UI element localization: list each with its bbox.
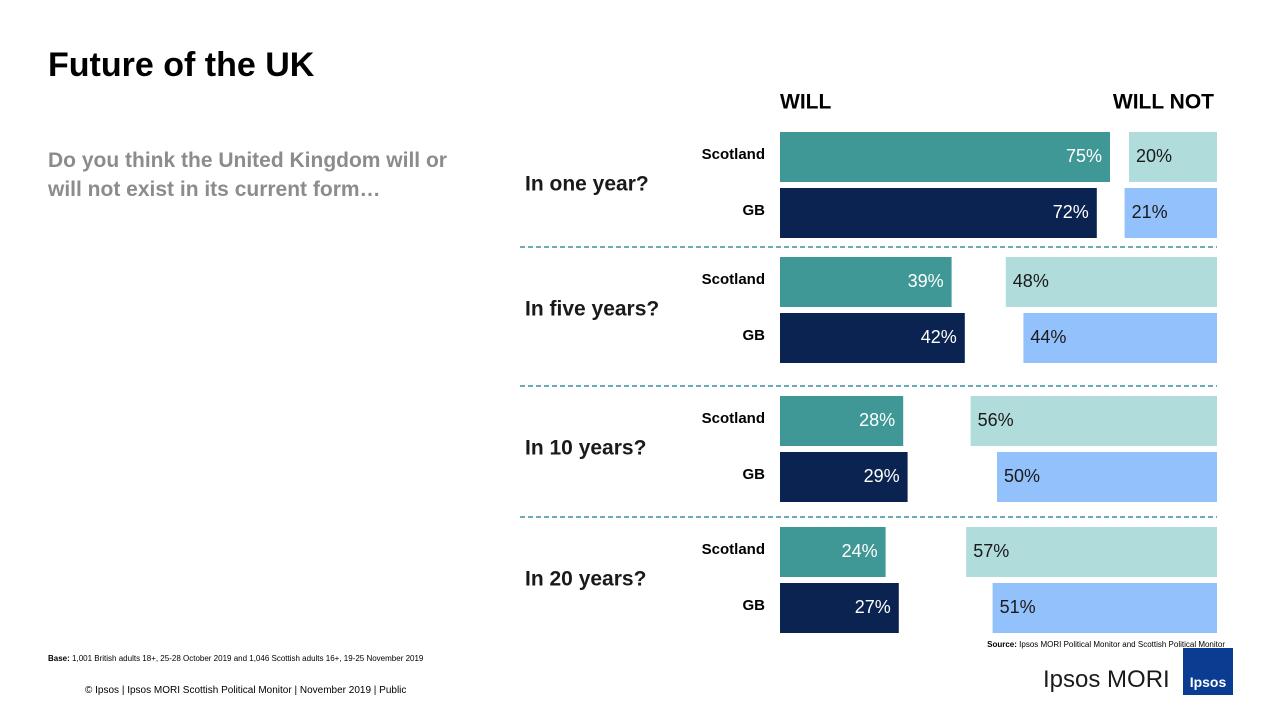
base-text: 1,001 British adults 18+, 25-28 October … bbox=[72, 654, 424, 663]
row-label: GB bbox=[743, 466, 766, 483]
will-not-bar bbox=[992, 583, 1217, 633]
series-header: WILL bbox=[780, 91, 831, 114]
row-label: GB bbox=[743, 327, 766, 344]
base-note: Base: 1,001 British adults 18+, 25-28 Oc… bbox=[48, 654, 423, 663]
group-label: In 20 years? bbox=[525, 568, 646, 591]
title: Future of the UK bbox=[48, 46, 315, 84]
value-label: 44% bbox=[1030, 327, 1066, 347]
will-bar bbox=[780, 313, 965, 363]
row-label: Scotland bbox=[702, 271, 765, 288]
will-bar bbox=[780, 527, 886, 577]
value-label: 56% bbox=[978, 410, 1014, 430]
logo-text: Ipsos bbox=[1189, 674, 1227, 690]
row-label: GB bbox=[743, 202, 766, 219]
source-text: Ipsos MORI Political Monitor and Scottis… bbox=[1019, 640, 1225, 649]
value-label: 29% bbox=[864, 466, 900, 486]
will-not-bar bbox=[1023, 313, 1217, 363]
group-label: In five years? bbox=[525, 298, 659, 321]
base-label: Base: bbox=[48, 654, 70, 663]
value-label: 48% bbox=[1013, 271, 1049, 291]
value-label: 75% bbox=[1066, 146, 1102, 166]
will-bar bbox=[780, 396, 904, 446]
value-label: 57% bbox=[973, 541, 1009, 561]
will-bar bbox=[780, 583, 899, 633]
row-label: Scotland bbox=[702, 541, 765, 558]
copyright: © Ipsos | Ipsos MORI Scottish Political … bbox=[85, 685, 407, 696]
will-not-bar bbox=[966, 527, 1217, 577]
source-label: Source: bbox=[987, 640, 1017, 649]
question: Do you think the United Kingdom will or … bbox=[48, 149, 447, 201]
will-not-bar bbox=[1005, 257, 1217, 307]
value-label: 42% bbox=[921, 327, 957, 347]
row-label: GB bbox=[743, 597, 766, 614]
value-label: 72% bbox=[1053, 202, 1089, 222]
value-label: 51% bbox=[1000, 597, 1036, 617]
value-label: 21% bbox=[1132, 202, 1168, 222]
series-header: WILL NOT bbox=[1113, 91, 1214, 114]
value-label: 20% bbox=[1136, 146, 1172, 166]
row-label: Scotland bbox=[702, 146, 765, 163]
group-label: In 10 years? bbox=[525, 437, 646, 460]
will-not-bar bbox=[1124, 188, 1217, 238]
value-label: 28% bbox=[859, 410, 895, 430]
group-label: In one year? bbox=[525, 173, 649, 196]
value-label: 27% bbox=[855, 597, 891, 617]
brand: Ipsos MORI bbox=[1043, 666, 1170, 693]
will-bar bbox=[780, 188, 1097, 238]
will-not-bar bbox=[997, 452, 1217, 502]
logo: Ipsos bbox=[1183, 648, 1233, 695]
will-bar bbox=[780, 257, 952, 307]
will-bar bbox=[780, 452, 908, 502]
value-label: 39% bbox=[908, 271, 944, 291]
will-bar bbox=[780, 132, 1110, 182]
will-not-bar bbox=[1129, 132, 1217, 182]
value-label: 50% bbox=[1004, 466, 1040, 486]
value-label: 24% bbox=[842, 541, 878, 561]
will-not-bar bbox=[970, 396, 1217, 446]
source-note: Source: Ipsos MORI Political Monitor and… bbox=[987, 640, 1225, 649]
row-label: Scotland bbox=[702, 410, 765, 427]
